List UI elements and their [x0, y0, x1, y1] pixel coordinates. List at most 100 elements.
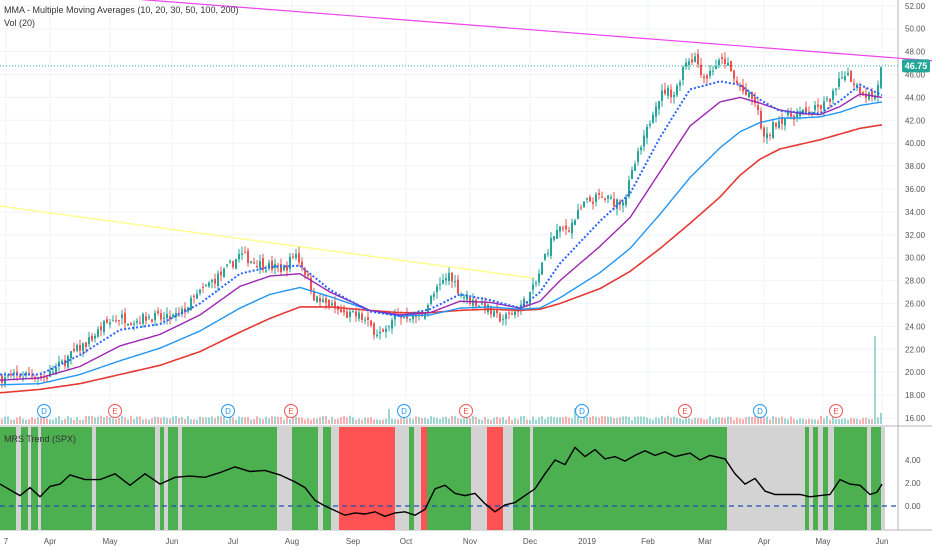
- time-axis[interactable]: 7 Apr May Jun Jul Aug Sep Oct Nov Dec 2019 Feb Mar Ap…: [4, 537, 889, 546]
- earnings-badge[interactable]: E: [108, 404, 122, 418]
- volume-bar: [88, 415, 90, 424]
- candle-body: [121, 314, 123, 319]
- dividend-badge[interactable]: D: [397, 404, 411, 418]
- candle-body: [16, 371, 18, 375]
- volume-bar: [304, 419, 306, 424]
- volume-bar: [472, 415, 474, 424]
- volume-bar: [604, 416, 606, 424]
- price-tick-label: 30.00: [905, 254, 926, 263]
- candle-body: [151, 319, 153, 322]
- volume-bar: [247, 417, 249, 424]
- candle-body: [205, 284, 207, 287]
- volume-bar: [25, 419, 27, 424]
- candle-body: [157, 311, 159, 314]
- volume-bar: [787, 419, 789, 424]
- candle-body: [217, 273, 219, 286]
- volume-bar: [562, 417, 564, 424]
- volume-bar: [469, 418, 471, 424]
- candle-body: [13, 372, 15, 374]
- volume-bar: [721, 417, 723, 424]
- candle-body: [646, 126, 648, 138]
- volume-bar: [97, 416, 99, 424]
- earnings-badge[interactable]: E: [829, 404, 843, 418]
- volume-bar: [52, 419, 54, 424]
- candlesticks: [1, 49, 882, 388]
- badge-label: E: [112, 407, 117, 416]
- candle-body: [322, 299, 324, 302]
- candle-body: [46, 377, 48, 379]
- dividend-badge[interactable]: D: [37, 404, 51, 418]
- candle-body: [724, 58, 726, 64]
- trend-band-green: [0, 427, 16, 530]
- candle-body: [364, 319, 366, 321]
- volume-bar: [415, 416, 417, 424]
- candle-body: [523, 298, 525, 306]
- volume-bar: [85, 416, 87, 424]
- candle-body: [118, 320, 120, 322]
- candle-body: [802, 109, 804, 114]
- candle-body: [856, 84, 858, 87]
- mrs-tick-label: 2.00: [905, 479, 921, 488]
- volume-bar: [91, 416, 93, 424]
- trend-band-green: [805, 427, 809, 530]
- volume-bar: [412, 419, 414, 424]
- time-tick-label: Sep: [346, 537, 361, 546]
- volume-bar: [532, 416, 534, 424]
- candle-body: [484, 302, 486, 310]
- candle-body: [163, 317, 165, 319]
- candle-body: [721, 57, 723, 59]
- dividend-badge[interactable]: D: [753, 404, 767, 418]
- volume-bar: [670, 417, 672, 424]
- trend-band-gray: [867, 427, 871, 530]
- volume-bar: [772, 416, 774, 424]
- volume-bar: [106, 415, 108, 424]
- candle-body: [436, 286, 438, 293]
- volume-bar: [727, 416, 729, 424]
- volume-bar: [514, 418, 516, 424]
- volume-bar: [763, 417, 765, 424]
- volume-bar: [511, 419, 513, 424]
- candle-body: [685, 62, 687, 67]
- volume-bar: [334, 419, 336, 424]
- volume-bar: [229, 415, 231, 424]
- dividend-badge[interactable]: D: [575, 404, 589, 418]
- volume-bar: [28, 419, 30, 424]
- time-tick-label: Oct: [400, 537, 413, 546]
- candle-body: [730, 60, 732, 72]
- candle-body: [517, 311, 519, 313]
- volume-bar: [829, 419, 831, 424]
- volume-bar: [256, 416, 258, 424]
- volume-bar: [475, 416, 477, 424]
- volume-bar: [622, 416, 624, 424]
- candle-body: [280, 264, 282, 273]
- volume-bar: [526, 419, 528, 424]
- candle-body: [367, 317, 369, 320]
- earnings-badge[interactable]: E: [459, 404, 473, 418]
- time-tick-label: Aug: [285, 537, 299, 546]
- candle-body: [286, 265, 288, 271]
- candle-body: [226, 264, 228, 266]
- volume-bar: [625, 416, 627, 424]
- volume-bar: [262, 419, 264, 424]
- dividend-badge[interactable]: D: [221, 404, 235, 418]
- volume-bar: [574, 408, 576, 424]
- candle-body: [655, 106, 657, 117]
- price-axis[interactable]: 16.00 18.00 20.00 22.00 24.00 26.00 28.00 30.00…: [905, 2, 926, 423]
- volume-bar: [64, 418, 66, 424]
- volume-bar: [34, 418, 36, 424]
- candle-body: [796, 113, 798, 118]
- candle-body: [301, 261, 303, 268]
- volume-bar: [22, 418, 24, 424]
- candle-body: [532, 284, 534, 290]
- candle-body: [388, 326, 390, 328]
- volume-bar: [310, 419, 312, 424]
- volume-bar: [439, 418, 441, 424]
- volume-bar: [748, 416, 750, 424]
- volume-bar: [481, 419, 483, 424]
- trend-band-green: [409, 427, 414, 530]
- earnings-badge[interactable]: E: [678, 404, 692, 418]
- volume-bar: [157, 417, 159, 424]
- earnings-badge[interactable]: E: [284, 404, 298, 418]
